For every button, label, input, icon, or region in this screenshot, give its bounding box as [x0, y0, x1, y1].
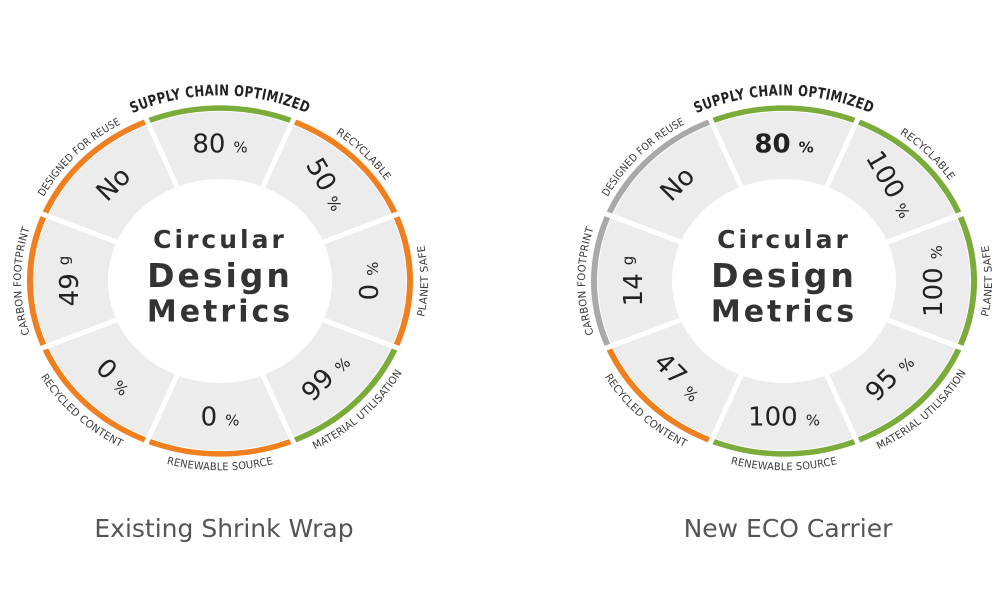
metric-label-text: SUPPLY CHAIN OPTIMIZED	[691, 81, 876, 117]
segment-fill	[148, 111, 292, 187]
value-number: 0	[355, 284, 385, 301]
metric-label: PLANET SAFE	[979, 244, 995, 317]
segment-fill	[34, 216, 117, 346]
metric-label-text: SUPPLY CHAIN OPTIMIZED	[127, 81, 312, 117]
metric-label-text: RENEWABLE SOURCE	[730, 455, 838, 473]
metric-segment: 47%RECYCLED CONTENT	[602, 320, 742, 450]
status-ring-arc	[710, 438, 858, 457]
status-ring-arc	[392, 213, 413, 349]
metric-value: 14 g	[619, 256, 649, 307]
metric-value: 80%	[192, 130, 247, 160]
center-title-line: Metrics	[147, 295, 293, 330]
metrics-wheel: 80 %SUPPLY CHAIN OPTIMIZED50%RECYCLABLE0%…	[12, 81, 431, 543]
center-title-line: Design	[711, 256, 857, 295]
segment-divider	[259, 372, 298, 447]
metric-label-text: PLANET SAFE	[979, 244, 994, 317]
metric-label: SUPPLY CHAIN OPTIMIZED	[127, 81, 313, 117]
value-unit: %	[806, 412, 820, 430]
status-ring-arc	[591, 213, 612, 349]
metrics-wheel: 80 %SUPPLY CHAIN OPTIMIZED100%RECYCLABLE1…	[576, 81, 995, 543]
status-ring-arc	[710, 105, 858, 124]
value-unit: g	[619, 256, 637, 266]
metric-segment: 100% PLANET SAFE	[887, 213, 995, 349]
segment-divider	[884, 316, 966, 352]
segment-divider	[602, 316, 684, 352]
status-ring-arc	[956, 213, 977, 349]
value-number: 100	[919, 267, 949, 317]
metric-value: 49 g	[55, 256, 85, 307]
segment-divider	[142, 372, 181, 447]
value-unit: %	[225, 412, 239, 430]
value-unit: %	[928, 245, 946, 259]
center-title-line: Metrics	[711, 295, 857, 330]
metric-label: RENEWABLE SOURCE	[166, 455, 274, 473]
segment-divider	[38, 316, 120, 352]
value-number: 80	[754, 130, 790, 160]
segment-divider	[320, 210, 402, 246]
segment-fill	[262, 320, 392, 438]
segment-divider	[823, 372, 862, 447]
wheel-caption: New ECO Carrier	[684, 514, 894, 543]
value-number: 80	[192, 130, 225, 160]
status-ring-arc	[146, 105, 294, 124]
segment-fill	[598, 216, 681, 346]
segment-divider	[884, 210, 966, 246]
segment-divider	[259, 115, 298, 190]
segment-divider	[38, 210, 120, 246]
metric-segment: 0% PLANET SAFE	[323, 213, 431, 349]
segment-divider	[706, 115, 745, 190]
metric-label: PLANET SAFE	[415, 244, 431, 317]
center-title-line: Circular	[153, 225, 287, 254]
segment-divider	[320, 316, 402, 352]
value-unit: %	[799, 139, 814, 157]
value-unit: g	[55, 256, 73, 266]
value-number: 49	[55, 273, 85, 306]
segment-fill	[262, 124, 392, 242]
metric-value: 0%	[201, 403, 240, 433]
segment-fill	[148, 375, 292, 451]
segment-fill	[48, 124, 178, 242]
segment-divider	[823, 115, 862, 190]
segment-fill	[826, 124, 956, 242]
segment-fill	[887, 216, 970, 346]
segment-fill	[612, 320, 742, 438]
status-ring-arc	[146, 438, 294, 457]
metric-value: 100%	[748, 403, 820, 433]
metric-label: RENEWABLE SOURCE	[730, 455, 838, 473]
segment-fill	[712, 375, 856, 451]
value-number: 0	[201, 403, 218, 433]
metric-label-text: PLANET SAFE	[415, 244, 430, 317]
metric-segment: 100 % RENEWABLE SOURCE	[710, 375, 858, 473]
segment-fill	[712, 111, 856, 187]
segment-fill	[612, 124, 742, 242]
status-ring-arc	[27, 213, 48, 349]
metric-label-text: RENEWABLE SOURCE	[166, 455, 274, 473]
segment-divider	[706, 372, 745, 447]
value-unit: %	[233, 139, 247, 157]
segment-fill	[826, 320, 956, 438]
segment-divider	[142, 115, 181, 190]
wheel-caption: Existing Shrink Wrap	[94, 514, 353, 543]
metric-value: 0%	[355, 262, 385, 301]
center-title-line: Circular	[717, 225, 851, 254]
metric-value: 80%	[754, 130, 813, 160]
segment-fill	[323, 216, 406, 346]
center-title-line: Design	[147, 256, 293, 295]
value-number: 14	[619, 273, 649, 306]
value-number: 100	[748, 403, 798, 433]
metric-segment: 0 % RENEWABLE SOURCE	[146, 375, 294, 473]
metric-value: 100%	[919, 245, 949, 317]
value-unit: %	[364, 262, 382, 276]
segment-fill	[48, 320, 178, 438]
segment-divider	[602, 210, 684, 246]
metric-label: SUPPLY CHAIN OPTIMIZED	[691, 81, 877, 117]
